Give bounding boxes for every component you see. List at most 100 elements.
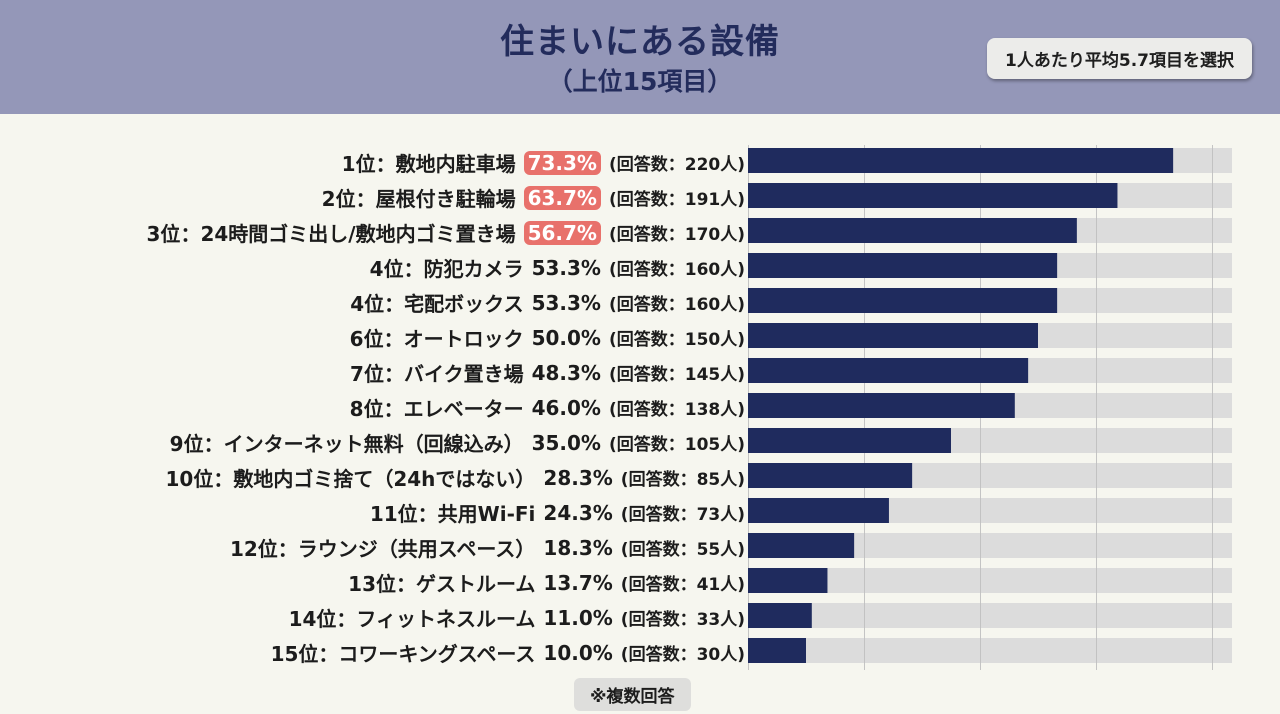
rank-label: 15位 <box>270 642 319 666</box>
percent-label: 46.0% <box>531 395 601 420</box>
bar <box>748 148 1174 173</box>
rank-label: 11位 <box>369 502 418 526</box>
percent-label: 53.3% <box>531 255 601 280</box>
respondent-count-label: (回答数：41人) <box>620 575 745 595</box>
rank-separator: ： <box>383 397 404 421</box>
rank-label: 6位 <box>349 327 384 351</box>
chart-row-label: 12位：ラウンジ（共用スペース） 18.3% (回答数：55人) <box>230 530 745 565</box>
rank-separator: ： <box>318 642 339 666</box>
page-title: 住まいにある設備 <box>500 22 780 62</box>
rank-separator: ： <box>180 222 201 246</box>
rank-label: 1位 <box>341 152 376 176</box>
category-label: フィットネスルーム <box>356 607 536 631</box>
category-label: インターネット無料（回線込み） <box>223 432 524 456</box>
percent-label: 28.3% <box>543 465 613 490</box>
rank-label: 4位 <box>350 292 385 316</box>
bar <box>748 498 889 523</box>
chart-row-label: 15位：コワーキングスペース 10.0% (回答数：30人) <box>271 635 745 670</box>
percent-label: 13.7% <box>543 570 613 595</box>
bar <box>748 253 1058 278</box>
bar <box>748 603 812 628</box>
category-label: エレベーター <box>403 397 524 421</box>
bar-track <box>748 603 1232 628</box>
category-label: コワーキングスペース <box>338 642 536 666</box>
bar-track <box>748 638 1232 663</box>
category-label: 防犯カメラ <box>423 257 524 281</box>
rank-separator: ： <box>417 502 438 526</box>
chart-row-label: 13位：ゲストルーム 13.7% (回答数：41人) <box>348 565 745 600</box>
average-badge: 1人あたり平均5.7項目を選択 <box>987 38 1252 79</box>
footnote: ※複数回答 <box>574 678 691 711</box>
rank-label: 4位 <box>369 257 404 281</box>
rank-separator: ： <box>383 327 404 351</box>
bar <box>748 323 1038 348</box>
rank-label: 10位 <box>165 467 214 491</box>
rank-separator: ： <box>383 362 404 386</box>
rank-separator: ： <box>403 257 424 281</box>
percent-label: 18.3% <box>543 535 613 560</box>
rank-label: 8位 <box>349 397 384 421</box>
rank-separator: ： <box>213 467 234 491</box>
bar <box>748 218 1077 243</box>
category-label: 共用Wi-Fi <box>437 502 536 526</box>
rank-label: 7位 <box>350 362 384 386</box>
chart-row-label: 9位：インターネット無料（回線込み） 35.0% (回答数：105人) <box>170 425 745 460</box>
bar-track <box>748 568 1232 593</box>
rank-label: 14位 <box>288 607 337 631</box>
percent-label: 48.3% <box>531 360 601 385</box>
rank-label: 13位 <box>348 572 396 596</box>
highlighted-percent-label: 63.7% <box>523 185 601 210</box>
header-banner: 住まいにある設備 （上位15項目） 1人あたり平均5.7項目を選択 <box>0 0 1280 114</box>
rank-separator: ： <box>396 572 416 596</box>
respondent-count-label: (回答数：191人) <box>608 190 745 210</box>
respondent-count-label: (回答数：170人) <box>608 225 745 245</box>
chart-row-label: 2位：屋根付き駐輪場 63.7% (回答数：191人) <box>322 180 745 215</box>
respondent-count-label: (回答数：33人) <box>620 610 745 630</box>
rank-separator: ： <box>375 152 396 176</box>
chart-row-label: 3位： 24時間ゴミ出し/敷地内ゴミ置き場 56.7% (回答数：170人) <box>147 215 745 250</box>
rank-separator: ： <box>355 187 376 211</box>
respondent-count-label: (回答数：73人) <box>620 505 745 525</box>
page-subtitle: （上位15項目） <box>547 67 733 96</box>
chart-row-label: 10位：敷地内ゴミ捨て（24hではない） 28.3% (回答数：85人) <box>165 460 745 495</box>
bar <box>748 638 806 663</box>
chart-row-label: 4位：宅配ボックス 53.3% (回答数：160人) <box>350 285 745 320</box>
percent-label: 53.3% <box>531 290 601 315</box>
percent-label: 11.0% <box>543 605 613 630</box>
bar <box>748 533 855 558</box>
category-label: バイク置き場 <box>403 362 524 386</box>
chart-row-label: 1位：敷地内駐車場 73.3% (回答数：220人) <box>342 145 745 180</box>
highlighted-percent-label: 73.3% <box>523 150 601 175</box>
rank-separator: ： <box>336 607 357 631</box>
category-label: 屋根付き駐輪場 <box>375 187 516 211</box>
bar <box>748 358 1029 383</box>
chart-row-label: 4位：防犯カメラ 53.3% (回答数：160人) <box>370 250 745 285</box>
category-label: 敷地内ゴミ捨て（24hではない） <box>233 467 536 491</box>
chart-row-label: 11位：共用Wi-Fi 24.3% (回答数：73人) <box>370 495 745 530</box>
bar-chart <box>748 145 1232 670</box>
category-label: オートロック <box>403 327 524 351</box>
category-label: 24時間ゴミ出し/敷地内ゴミ置き場 <box>200 222 516 246</box>
bar <box>748 288 1058 313</box>
rank-separator: ： <box>384 292 405 316</box>
rank-separator: ： <box>203 432 224 456</box>
respondent-count-label: (回答数：160人) <box>608 260 745 280</box>
chart-row-label: 8位：エレベーター 46.0% (回答数：138人) <box>350 390 745 425</box>
percent-label: 35.0% <box>531 430 601 455</box>
category-label: 宅配ボックス <box>404 292 524 316</box>
rank-label: 9位 <box>169 432 204 456</box>
respondent-count-label: (回答数：220人) <box>608 155 745 175</box>
respondent-count-label: (回答数：105人) <box>608 435 745 455</box>
rank-separator: ： <box>277 537 298 561</box>
respondent-count-label: (回答数：138人) <box>608 400 745 420</box>
bar <box>748 183 1118 208</box>
percent-label: 50.0% <box>531 325 601 350</box>
category-label: 敷地内駐車場 <box>395 152 516 176</box>
category-label: ゲストルーム <box>416 572 536 596</box>
bar <box>748 568 828 593</box>
percent-label: 10.0% <box>543 640 613 665</box>
rank-label: 3位 <box>146 222 181 246</box>
chart-row-label: 7位：バイク置き場 48.3% (回答数：145人) <box>350 355 745 390</box>
highlighted-percent-label: 56.7% <box>523 220 601 245</box>
respondent-count-label: (回答数：150人) <box>608 330 745 350</box>
